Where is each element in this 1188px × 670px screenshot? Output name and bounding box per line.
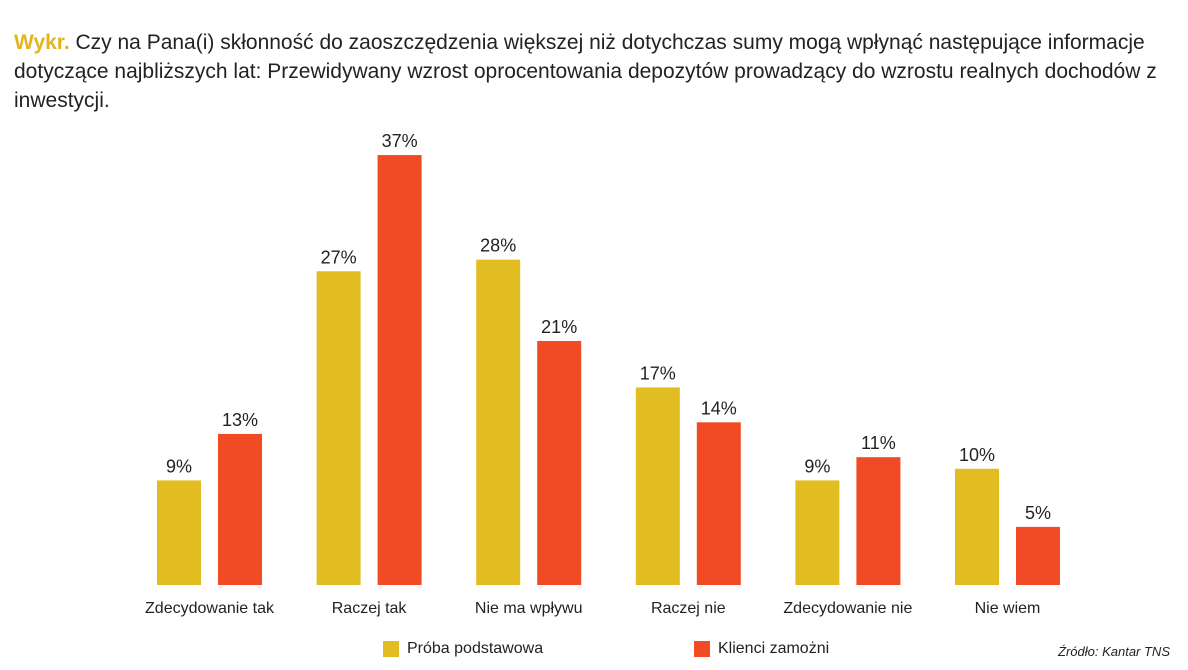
data-label-series1-2: 28% [480, 236, 516, 256]
data-label-series1-3: 17% [640, 363, 676, 383]
bar-series2-1 [377, 155, 422, 585]
bar-series2-3 [696, 422, 741, 585]
legend-swatch-series2 [694, 641, 710, 657]
category-label-4: Zdecydowanie nie [783, 600, 912, 617]
bar-series2-4 [856, 457, 901, 585]
title-text: Czy na Pana(i) skłonność do zaoszczędzen… [14, 31, 1157, 112]
title-prefix: Wykr. [14, 31, 70, 54]
bar-series1-0 [157, 480, 201, 585]
chart-title: Wykr. Czy na Pana(i) skłonność do zaoszc… [14, 28, 1164, 115]
data-label-series2-0: 13% [222, 410, 258, 430]
legend-label-series2: Klienci zamożni [718, 640, 830, 657]
category-label-3: Raczej nie [651, 600, 726, 617]
bar-series1-2 [476, 259, 521, 585]
category-label-2: Nie ma wpływu [475, 600, 583, 617]
bar-series1-5 [955, 468, 999, 585]
data-label-series1-0: 9% [166, 456, 192, 476]
bar-series2-2 [537, 340, 582, 585]
category-label-0: Zdecydowanie tak [145, 600, 275, 617]
bar-series2-0 [218, 433, 262, 585]
source-note: Źródło: Kantar TNS [1058, 644, 1170, 659]
legend-item-series1: Próba podstawowa [383, 640, 543, 658]
data-label-series2-1: 37% [382, 131, 418, 151]
data-label-series2-3: 14% [701, 398, 737, 418]
bar-series1-3 [635, 387, 680, 585]
data-label-series2-5: 5% [1025, 503, 1051, 523]
data-label-series1-1: 27% [321, 247, 357, 267]
bar-series1-4 [795, 480, 840, 585]
data-label-series1-5: 10% [959, 445, 995, 465]
legend-item-series2: Klienci zamożni [694, 640, 829, 658]
data-label-series1-4: 9% [804, 456, 830, 476]
category-label-5: Nie wiem [975, 600, 1041, 617]
legend-label-series1: Próba podstawowa [407, 640, 544, 657]
data-label-series2-4: 11% [861, 433, 896, 453]
data-label-series2-2: 21% [541, 317, 577, 337]
bar-series1-1 [316, 271, 361, 585]
legend-swatch-series1 [383, 641, 399, 657]
bar-series2-5 [1016, 526, 1060, 585]
category-label-1: Raczej tak [332, 600, 408, 617]
